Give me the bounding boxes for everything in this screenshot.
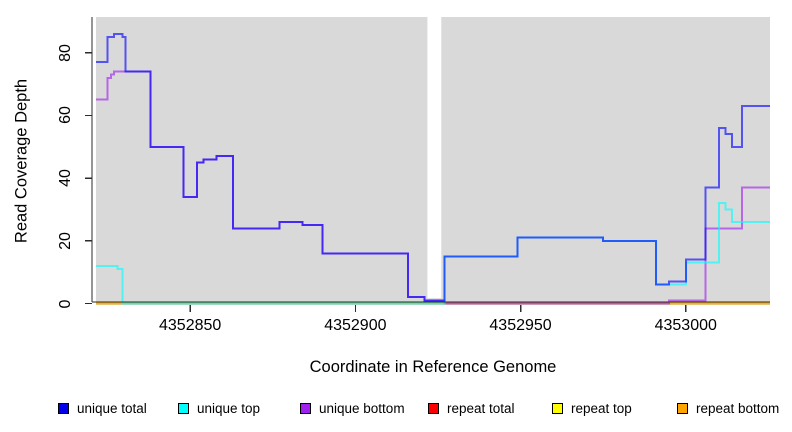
legend-label: repeat top	[571, 401, 632, 416]
legend-item-unique-total: unique total	[58, 400, 147, 417]
masked-gap	[427, 17, 442, 299]
y-tick-label: 20	[57, 231, 74, 250]
legend-swatch-icon	[300, 403, 311, 414]
legend-swatch-icon	[677, 403, 688, 414]
x-tick-label: 4352900	[324, 317, 387, 334]
legend-item-repeat-total: repeat total	[428, 400, 515, 417]
legend-item-repeat-top: repeat top	[552, 400, 632, 417]
legend-item-unique-top: unique top	[178, 400, 260, 417]
legend-label: unique top	[197, 401, 261, 416]
x-tick-label: 4352950	[489, 317, 552, 334]
legend-item-unique-bottom: unique bottom	[300, 400, 405, 417]
legend-label: repeat total	[447, 401, 515, 416]
legend-swatch-icon	[178, 403, 189, 414]
y-tick-label: 0	[57, 299, 74, 308]
y-axis-title: Read Coverage Depth	[12, 78, 31, 244]
legend-swatch-icon	[428, 403, 439, 414]
x-tick-label: 4352850	[159, 317, 222, 334]
legend-swatch-icon	[58, 403, 69, 414]
legend-label: unique bottom	[319, 401, 405, 416]
line-unique-total	[96, 32, 770, 302]
legend-label: repeat bottom	[696, 401, 780, 416]
legend-swatch-icon	[552, 403, 563, 414]
x-axis-title: Coordinate in Reference Genome	[309, 358, 557, 376]
x-tick-label: 4353000	[654, 317, 717, 334]
y-tick-label: 80	[57, 43, 74, 62]
y-tick-label: 60	[57, 106, 74, 125]
legend-item-repeat-bottom: repeat bottom	[677, 400, 779, 417]
legend-label: unique total	[77, 401, 147, 416]
y-tick-label: 40	[57, 169, 74, 187]
